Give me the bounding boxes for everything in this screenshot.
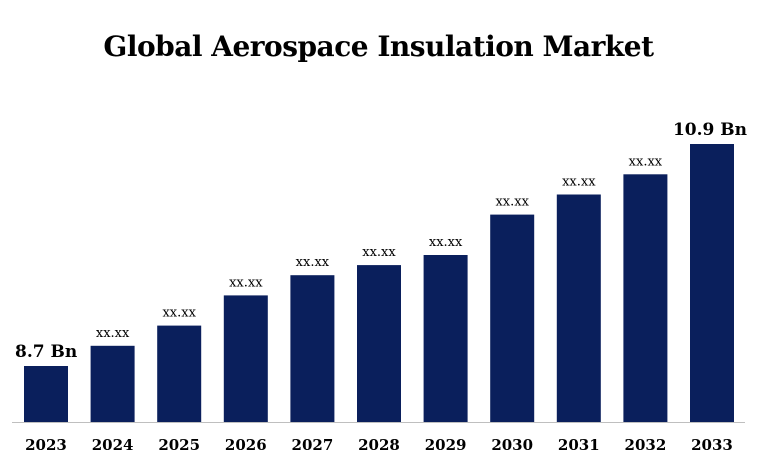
data-label-2033: 10.9 Bn bbox=[673, 120, 747, 140]
bar-2030 bbox=[490, 214, 535, 422]
data-label-2025: xx.xx bbox=[162, 306, 196, 321]
bar-2028 bbox=[357, 265, 401, 422]
data-label-2026: xx.xx bbox=[229, 275, 263, 290]
bar-2031 bbox=[556, 194, 601, 422]
x-tick-label-2029: 2029 bbox=[425, 436, 467, 454]
data-label-2028: xx.xx bbox=[362, 245, 396, 260]
x-tick-label-2028: 2028 bbox=[358, 436, 400, 454]
bar-2023 bbox=[24, 366, 68, 422]
x-tick-label-2026: 2026 bbox=[225, 436, 267, 454]
bar-2032 bbox=[623, 174, 668, 422]
bar-2026 bbox=[223, 295, 268, 422]
x-tick-label-2027: 2027 bbox=[292, 436, 334, 454]
x-tick-label-2030: 2030 bbox=[491, 436, 533, 454]
x-tick-label-2033: 2033 bbox=[691, 436, 733, 454]
bar-2027 bbox=[290, 275, 335, 422]
data-label-2029: xx.xx bbox=[429, 235, 463, 250]
data-label-2027: xx.xx bbox=[296, 255, 330, 270]
x-tick-label-2025: 2025 bbox=[158, 436, 200, 454]
x-tick-label-2032: 2032 bbox=[625, 436, 667, 454]
chart-title: Global Aerospace Insulation Market bbox=[103, 30, 654, 63]
data-label-2023: 8.7 Bn bbox=[15, 342, 77, 362]
x-tick-label-2024: 2024 bbox=[92, 436, 134, 454]
data-label-2024: xx.xx bbox=[96, 326, 130, 341]
data-label-2032: xx.xx bbox=[629, 154, 663, 169]
bar-2033 bbox=[690, 144, 734, 422]
data-label-2031: xx.xx bbox=[562, 175, 596, 190]
bar-2025 bbox=[157, 325, 202, 422]
bar-2029 bbox=[423, 255, 468, 422]
data-label-2030: xx.xx bbox=[495, 195, 529, 210]
x-tick-label-2023: 2023 bbox=[25, 436, 67, 454]
bar-2024 bbox=[90, 345, 135, 422]
x-tick-label-2031: 2031 bbox=[558, 436, 600, 454]
